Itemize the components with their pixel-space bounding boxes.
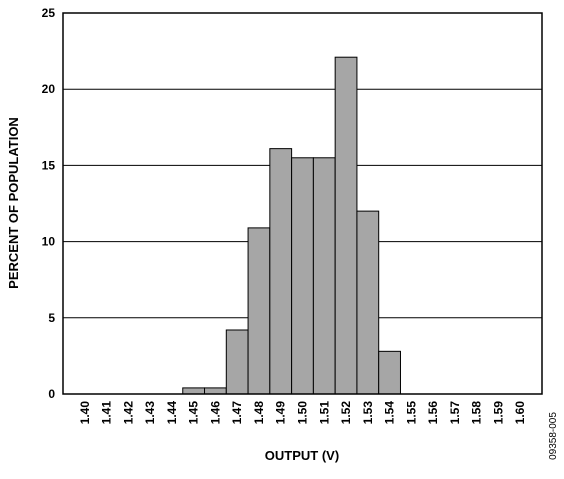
- x-tick-label: 1.57: [448, 401, 462, 425]
- x-tick-label: 1.42: [121, 401, 135, 425]
- x-tick-label: 1.59: [491, 401, 505, 425]
- x-tick-label: 1.46: [208, 401, 222, 425]
- x-tick-label: 1.45: [187, 401, 201, 425]
- bars: [183, 57, 401, 394]
- x-tick-label: 1.47: [230, 401, 244, 425]
- x-tick-label: 1.53: [361, 401, 375, 425]
- x-tick-label: 1.56: [426, 401, 440, 425]
- y-tick-label: 5: [48, 311, 55, 325]
- x-tick-label: 1.58: [470, 401, 484, 425]
- histogram-bar: [292, 158, 314, 394]
- y-axis-title: PERCENT OF POPULATION: [6, 117, 21, 289]
- histogram-bar: [226, 330, 248, 394]
- y-tick-label: 0: [48, 387, 55, 401]
- x-tick-label: 1.48: [252, 401, 266, 425]
- x-tick-label: 1.55: [404, 401, 418, 425]
- x-tick-label: 1.50: [296, 401, 310, 425]
- x-tick-labels: 1.40 1.41 1.42 1.43 1.44 1.45 1.46 1.47 1.48 1.49…: [78, 401, 527, 425]
- x-tick-label: 1.51: [317, 401, 331, 425]
- figure-id: 09358-005: [548, 412, 559, 460]
- histogram-bar: [357, 211, 379, 394]
- x-tick-label: 1.49: [274, 401, 288, 425]
- y-tick-label: 25: [42, 6, 56, 20]
- x-tick-label: 1.40: [78, 401, 92, 425]
- y-tick-labels: 0 5 10 15 20 25: [42, 6, 56, 401]
- histogram-bar: [379, 351, 401, 394]
- histogram-bar: [248, 228, 270, 394]
- histogram-bar: [183, 388, 205, 394]
- x-tick-label: 1.44: [165, 401, 179, 425]
- x-tick-label: 1.41: [100, 401, 114, 425]
- x-axis-title: OUTPUT (V): [265, 448, 339, 463]
- histogram-bar: [270, 149, 292, 394]
- histogram-bar: [313, 158, 335, 394]
- x-tick-label: 1.54: [383, 401, 397, 425]
- histogram-bar: [205, 388, 227, 394]
- x-tick-label: 1.43: [143, 401, 157, 425]
- y-tick-label: 10: [42, 235, 56, 249]
- histogram-bar: [335, 57, 357, 394]
- y-tick-label: 20: [42, 82, 56, 96]
- x-tick-label: 1.60: [513, 401, 527, 425]
- y-tick-label: 15: [42, 158, 56, 172]
- x-tick-label: 1.52: [339, 401, 353, 425]
